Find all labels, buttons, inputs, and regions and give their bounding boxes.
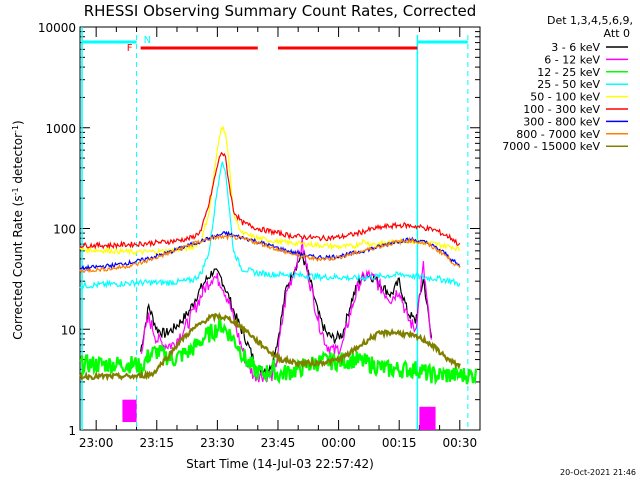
legend-label: 300 - 800 keV — [523, 115, 600, 128]
legend-attenuator: Att 0 — [604, 27, 630, 40]
flag-f: F — [127, 43, 133, 54]
y-tick-label: 100 — [53, 223, 76, 237]
legend-label: 25 - 50 keV — [537, 78, 600, 91]
legend-label: 100 - 300 keV — [523, 103, 600, 116]
y-axis-label: Corrected Count Rate (s-1 detector-1) — [11, 120, 26, 339]
legend-label: 7000 - 15000 keV — [502, 140, 600, 153]
y-axis-label-mid: detector — [11, 133, 25, 188]
series-line — [140, 250, 433, 376]
legend-label: 50 - 100 keV — [530, 91, 600, 104]
legend-label: 12 - 25 keV — [537, 66, 600, 79]
magenta-block-right — [419, 406, 436, 430]
x-tick-label: 00:15 — [382, 436, 417, 450]
x-tick-label: 00:00 — [321, 436, 356, 450]
series-line — [79, 151, 461, 250]
legend-label: 3 - 6 keV — [551, 41, 600, 54]
tick-layer: 1 10 100 1000 10000 23:00 23:15 23:30 23:45 00:00… — [38, 21, 480, 450]
legend-label: 6 - 12 keV — [544, 53, 600, 66]
footer-date: 20-Oct-2021 21:46 — [560, 468, 636, 477]
x-tick-label: 23:30 — [200, 436, 235, 450]
x-tick-label: 00:30 — [443, 436, 478, 450]
legend-label: 800 - 7000 keV — [516, 128, 600, 141]
chart-title: RHESSI Observing Summary Count Rates, Co… — [84, 2, 477, 20]
x-tick-label: 23:15 — [139, 436, 174, 450]
y-axis-label-sup1: -1 — [11, 187, 20, 195]
flag-n: N — [144, 35, 151, 46]
series-line — [79, 311, 461, 382]
y-axis-label-end: ) — [11, 120, 25, 125]
y-tick-label: 1 — [68, 424, 76, 438]
y-tick-label: 10000 — [38, 21, 76, 35]
legend-detectors: Det 1,3,4,5,6,9, — [547, 14, 633, 27]
series-line — [140, 237, 433, 383]
series-line — [79, 234, 461, 274]
magenta-block-left — [122, 399, 137, 423]
y-tick-label: 1000 — [45, 122, 76, 136]
x-axis-label: Start Time (14-Jul-03 22:57:42) — [186, 457, 374, 471]
y-axis-label-sup2: -1 — [11, 125, 20, 133]
series-line — [79, 318, 478, 386]
series-layer — [79, 125, 478, 386]
x-tick-label: 23:45 — [261, 436, 296, 450]
y-axis-label-main: Corrected Count Rate (s — [11, 195, 25, 339]
y-tick-label: 10 — [61, 323, 76, 337]
overlay-layer: FN — [81, 27, 469, 430]
x-tick-label: 23:00 — [79, 436, 114, 450]
series-line — [79, 125, 461, 256]
series-line — [79, 161, 461, 290]
